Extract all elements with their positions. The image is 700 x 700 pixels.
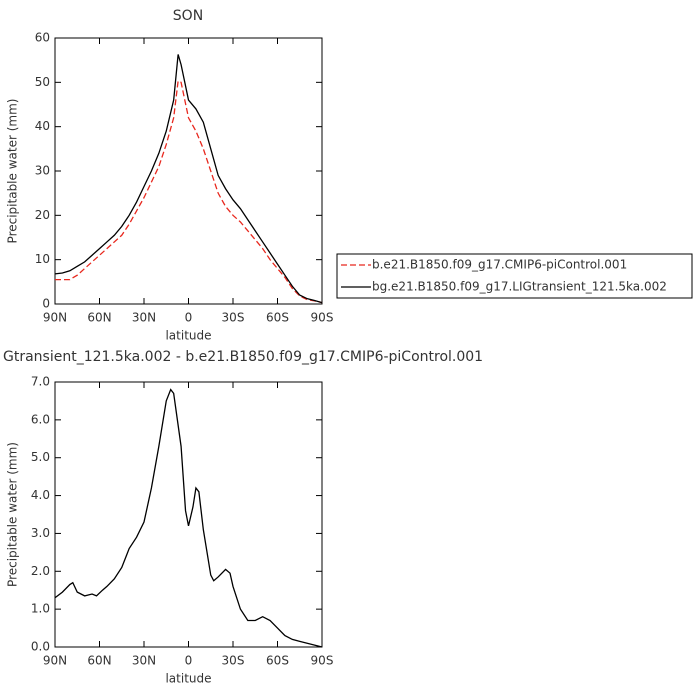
legend-box [336,253,693,299]
x-tick-label: 30N [132,311,156,325]
y-tick-label: 30 [35,164,50,178]
plot-frame [54,381,323,648]
legend-label: bg.e21.B1850.f09_g17.LIGtransient_121.5k… [372,280,667,294]
data-line [54,54,323,304]
x-tick-label: 90S [311,311,334,325]
data-line [55,80,323,304]
y-axis-label: Precipitable water (mm) [6,442,20,587]
y-tick-label: 50 [35,75,50,89]
x-tick-label: 60N [87,311,111,325]
y-tick-label: 40 [35,119,50,133]
x-tick-label: 60N [87,654,111,668]
y-tick-label: 60 [35,31,50,45]
data-line [54,388,323,648]
x-tick-label: 90S [311,654,334,668]
x-tick-label: 90N [43,311,67,325]
x-tick-label: 0 [185,654,193,668]
x-tick-label: 90N [43,654,67,668]
x-axis-label: latitude [165,672,211,686]
y-tick-label: 3.0 [31,526,50,540]
x-tick-label: 0 [185,311,193,325]
y-tick-label: 1.0 [31,602,50,616]
y-tick-label: 0 [42,297,50,311]
y-tick-label: 10 [35,252,50,266]
plot-frame [54,37,323,305]
y-tick-label: 7.0 [31,375,50,389]
y-tick-label: 5.0 [31,450,50,464]
x-tick-label: 30S [222,311,245,325]
x-tick-label: 60S [266,654,289,668]
y-tick-label: 6.0 [31,412,50,426]
chart-title: SON [173,8,203,24]
y-axis-label: Precipitable water (mm) [6,99,20,244]
y-tick-label: 0.0 [31,640,50,654]
x-tick-label: 30N [132,654,156,668]
legend-label: b.e21.B1850.f09_g17.CMIP6-piControl.001 [372,258,627,272]
x-axis-label: latitude [165,329,211,343]
x-tick-label: 60S [266,311,289,325]
chart-title: Gtransient_121.5ka.002 - b.e21.B1850.f09… [3,349,483,365]
y-tick-label: 20 [35,208,50,222]
x-tick-label: 30S [222,654,245,668]
y-tick-label: 2.0 [31,564,50,578]
y-tick-label: 4.0 [31,488,50,502]
